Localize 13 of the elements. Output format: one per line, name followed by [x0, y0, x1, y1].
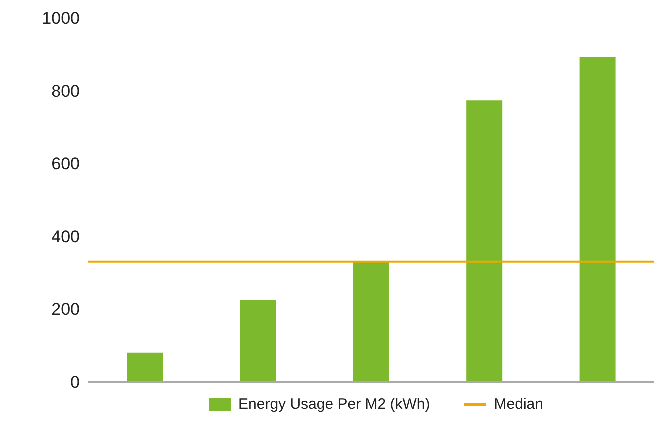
bar	[466, 100, 503, 382]
y-tick-label: 0	[70, 373, 80, 392]
y-tick-label: 400	[52, 227, 80, 246]
y-tick-label: 1000	[42, 9, 80, 28]
bar	[353, 262, 390, 382]
bar	[580, 57, 616, 382]
legend-label: Median	[494, 396, 544, 413]
legend-label: Energy Usage Per M2 (kWh)	[238, 396, 430, 413]
bar	[127, 352, 163, 382]
bar	[240, 300, 276, 382]
y-tick-label: 200	[52, 300, 80, 320]
y-tick-label: 800	[52, 82, 80, 101]
y-tick-label: 600	[52, 154, 80, 174]
